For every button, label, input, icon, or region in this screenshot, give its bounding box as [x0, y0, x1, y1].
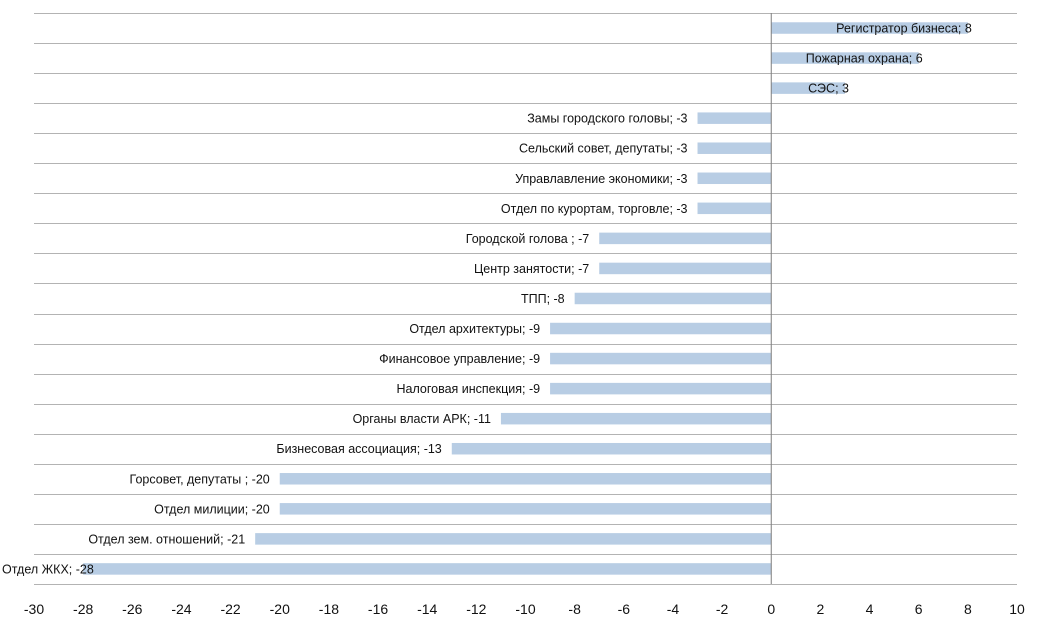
data-label: Финансовое управление; -9 [379, 352, 540, 366]
bar [599, 232, 772, 245]
data-label: Горсовет, депутаты ; -20 [130, 472, 270, 486]
x-tick-label: 4 [866, 601, 874, 617]
x-tick-label: -26 [122, 601, 142, 617]
bar [771, 52, 919, 64]
data-label: Отдел архитектуры; -9 [409, 322, 540, 336]
data-label: СЭС; 3 [808, 82, 849, 96]
data-label: Отдел милиции; -20 [154, 502, 270, 516]
bar [697, 202, 772, 215]
bar [550, 352, 772, 365]
bar [697, 112, 772, 124]
x-tick-label: -30 [24, 601, 44, 617]
gridlines [34, 13, 1017, 585]
x-tick-label: -14 [417, 601, 437, 617]
x-tick-label: -24 [171, 601, 191, 617]
data-label: Органы власти АРК; -11 [353, 412, 491, 426]
bar [500, 412, 772, 425]
data-label: Отдел зем. отношений; -21 [88, 532, 245, 546]
x-tick-label: 2 [817, 601, 825, 617]
x-tick-label: -2 [716, 601, 729, 617]
x-tick-label: -12 [466, 601, 486, 617]
x-tick-label: -16 [368, 601, 388, 617]
bar [697, 172, 772, 185]
data-label: Замы городского головы; -3 [527, 112, 687, 126]
x-tick-label: 6 [915, 601, 923, 617]
x-axis-ticks: -30 -28 -26 -24 -22 -20 -18 -16 -14 -12 -10 -8 -6 -4-… [24, 601, 1025, 617]
x-tick-label: -8 [568, 601, 581, 617]
data-labels: Регистратор бизнеса; 8 Пожарная охрана; 6… [2, 22, 972, 577]
x-tick-label: -28 [73, 601, 93, 617]
bar [550, 322, 772, 335]
data-label: Налоговая инспекция; -9 [396, 382, 540, 396]
data-label: Регистратор бизнеса; 8 [836, 22, 972, 36]
bar [771, 22, 968, 34]
data-label: Пожарная охрана; 6 [806, 52, 923, 66]
x-tick-label: -4 [667, 601, 680, 617]
x-tick-label: -6 [618, 601, 631, 617]
x-tick-label: -20 [270, 601, 290, 617]
bar [83, 563, 772, 575]
bar [279, 473, 772, 485]
bar [599, 262, 772, 275]
data-label: Бизнесовая ассоциация; -13 [276, 442, 441, 456]
data-label: Сельский совет, депутаты; -3 [519, 142, 688, 156]
data-label: ТПП; -8 [521, 292, 565, 306]
bars [83, 22, 968, 575]
bar [255, 533, 772, 545]
bar [279, 503, 772, 515]
bar [451, 442, 772, 455]
data-label: Отдел по курортам, торговле; -3 [501, 202, 688, 216]
data-label: Отдел ЖКХ; -28 [2, 562, 94, 576]
x-tick-label: -18 [319, 601, 339, 617]
x-tick-label: -10 [515, 601, 535, 617]
x-tick-label: 0 [767, 601, 775, 617]
bar [771, 82, 845, 94]
data-label: Городской голова ; -7 [466, 232, 589, 246]
x-tick-label: -22 [220, 601, 240, 617]
bar [550, 382, 772, 395]
x-tick-label: 8 [964, 601, 972, 617]
bar [697, 142, 772, 154]
bar [574, 292, 772, 305]
x-tick-label: 10 [1009, 601, 1025, 617]
data-label: Центр занятости; -7 [474, 262, 589, 276]
data-label: Управлавление экономики; -3 [515, 172, 687, 186]
